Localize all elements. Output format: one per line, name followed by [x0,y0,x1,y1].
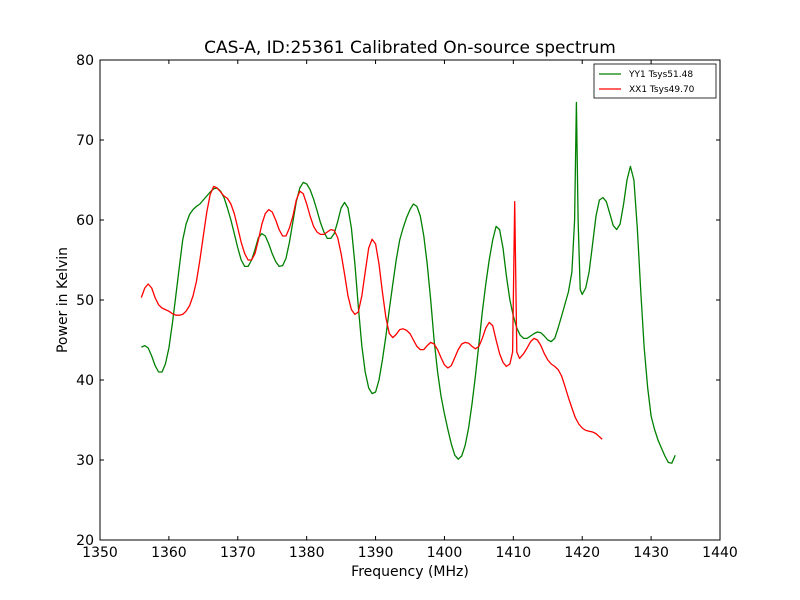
x-tick-label: 1400 [427,545,463,561]
ticks-layer: 1350 1360 1370 1380 1390 1400 1410 1420 1430 1440… [76,53,738,561]
x-tick-label: 1370 [220,545,256,561]
y-tick-label: 50 [76,293,94,309]
legend-label-yy1: YY1 Tsys51.48 [628,70,693,80]
legend-label-xx1: XX1 Tsys49.70 [629,85,695,95]
legend-box [593,63,717,99]
y-tick-label: 20 [76,533,94,549]
x-tick-label: 1350 [82,545,118,561]
series-line-yy1 [141,101,676,464]
y-tick-label: 80 [76,53,94,69]
x-tick-label: 1440 [702,545,738,561]
x-tick-label: 1410 [496,545,532,561]
chart-title: CAS-A, ID:25361 Calibrated On-source spe… [204,38,616,58]
x-axis-label: Frequency (MHz) [351,564,469,580]
x-tick-label: 1390 [358,545,394,561]
y-tick-label: 40 [76,373,94,389]
legend: YY1 Tsys51.48 XX1 Tsys49.70 [593,63,717,99]
plot-area [100,60,720,540]
x-tick-label: 1360 [151,545,187,561]
y-tick-label: 60 [76,213,94,229]
x-tick-label: 1430 [633,545,669,561]
series-line-xx1 [140,185,603,440]
y-tick-label: 30 [76,453,94,469]
plot-frame [99,59,721,541]
x-tick-label: 1380 [289,545,325,561]
series-layer [140,101,676,464]
x-tick-label: 1420 [564,545,600,561]
y-tick-label: 70 [76,133,94,149]
y-axis-label: Power in Kelvin [55,247,71,353]
